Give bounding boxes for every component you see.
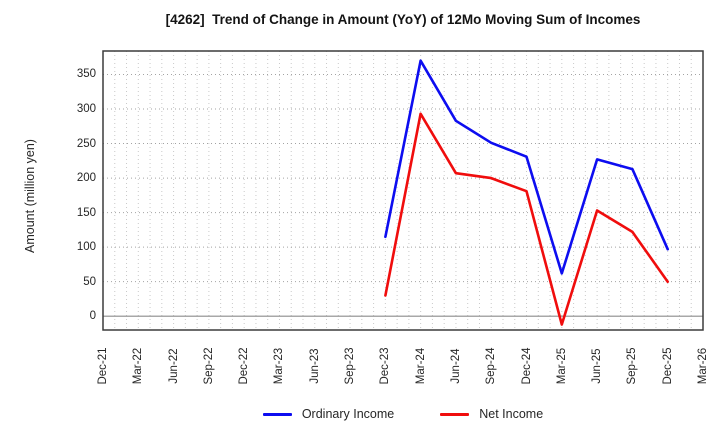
x-tick-label: Dec-25 bbox=[661, 347, 674, 385]
y-tick-label: 350 bbox=[76, 68, 96, 81]
ordinary-income-line-icon bbox=[262, 412, 292, 416]
x-tick-label: Jun-24 bbox=[449, 348, 462, 384]
x-tick-label: Sep-23 bbox=[344, 347, 357, 385]
y-tick-label: 300 bbox=[76, 103, 96, 115]
x-tick-label: Dec-24 bbox=[520, 347, 533, 385]
y-tick-label: 150 bbox=[76, 206, 96, 219]
legend-label-net-income: Net Income bbox=[479, 407, 544, 421]
series-line-ordinary-income bbox=[384, 59, 670, 275]
y-tick-label: 200 bbox=[76, 172, 96, 185]
y-tick-label: 50 bbox=[83, 275, 96, 288]
chart-title: [4262] Trend of Change in Amount (YoY) o… bbox=[165, 12, 641, 27]
x-tick-label: Jun-23 bbox=[308, 348, 321, 384]
x-tick-label: Jun-22 bbox=[167, 348, 180, 384]
net-income-line-icon bbox=[440, 412, 470, 416]
legend: Ordinary Income Net Income bbox=[103, 405, 703, 423]
y-tick-label: 250 bbox=[76, 137, 96, 150]
x-tick-label: Mar-23 bbox=[273, 347, 286, 385]
legend-label-ordinary-income: Ordinary Income bbox=[301, 407, 395, 421]
x-tick-label: Sep-25 bbox=[626, 347, 639, 385]
x-tick-label: Sep-24 bbox=[485, 347, 498, 385]
legend-item-net-income: Net Income bbox=[440, 407, 543, 421]
plot-frame bbox=[102, 50, 704, 331]
x-tick-label: Mar-26 bbox=[697, 347, 709, 385]
x-tick-label: Mar-25 bbox=[555, 347, 568, 385]
x-tick-label: Mar-24 bbox=[414, 347, 427, 385]
x-tick-label: Jun-25 bbox=[591, 348, 604, 384]
legend-item-ordinary-income: Ordinary Income bbox=[262, 407, 395, 421]
x-tick-label: Dec-21 bbox=[97, 347, 109, 385]
y-tick-label: 100 bbox=[76, 241, 96, 254]
x-tick-label: Dec-23 bbox=[379, 347, 392, 385]
x-tick-label: Dec-22 bbox=[238, 347, 251, 385]
series-line-net-income bbox=[384, 112, 670, 326]
y-tick-label: 0 bbox=[89, 310, 96, 323]
x-tick-label: Mar-22 bbox=[132, 347, 145, 385]
x-tick-label: Sep-22 bbox=[202, 347, 215, 385]
